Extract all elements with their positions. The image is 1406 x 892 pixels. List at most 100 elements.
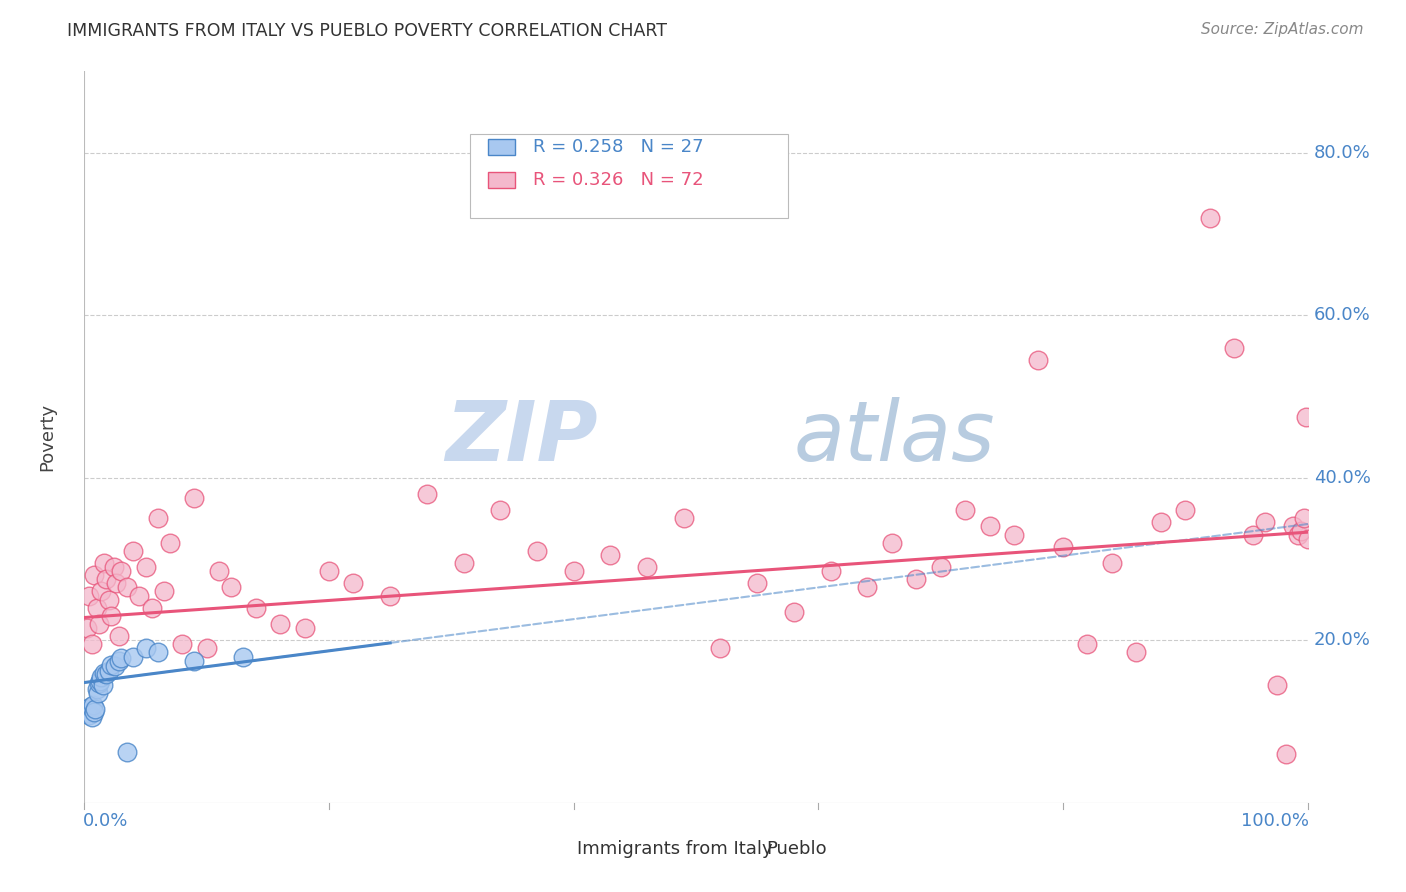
Point (159, 535, 181, 549)
Point (269, 617, 291, 632)
Point (905, 572, 928, 586)
Point (318, 564, 340, 578)
Point (87, 686, 110, 700)
Point (1150, 516, 1173, 530)
Text: 40.0%: 40.0% (1313, 468, 1371, 487)
Point (87, 675, 110, 690)
Point (219, 581, 242, 595)
Text: Source: ZipAtlas.com: Source: ZipAtlas.com (1201, 22, 1364, 37)
Text: 20.0%: 20.0% (1313, 632, 1371, 649)
Point (153, 584, 176, 599)
Point (1296, 532, 1319, 546)
Point (1101, 556, 1123, 570)
Point (86, 600, 108, 615)
Point (135, 641, 157, 656)
Point (342, 576, 364, 591)
Point (80, 710, 103, 724)
Text: 100.0%: 100.0% (1241, 812, 1309, 830)
Point (83, 705, 105, 719)
Point (96, 667, 118, 681)
Point (636, 560, 658, 574)
Bar (550, 842, 565, 855)
Point (90, 670, 112, 684)
Point (1223, 341, 1246, 355)
Point (77, 589, 100, 603)
Point (1265, 678, 1288, 692)
Point (97, 664, 120, 678)
Point (97, 592, 120, 607)
Text: R = 0.258   N = 27: R = 0.258 N = 27 (533, 138, 704, 156)
Point (100, 608, 122, 623)
Point (1198, 211, 1220, 225)
Point (1254, 516, 1277, 530)
Point (1291, 524, 1313, 538)
Point (232, 649, 254, 664)
Point (100, 657, 122, 672)
Point (77, 708, 100, 723)
Point (245, 600, 267, 615)
Point (172, 637, 194, 651)
Point (146, 645, 169, 659)
Point (104, 659, 127, 673)
Point (77, 706, 100, 721)
Point (856, 581, 879, 595)
Point (105, 576, 128, 591)
Point (380, 589, 402, 603)
Point (96, 572, 118, 586)
Point (1174, 503, 1197, 517)
Point (1076, 637, 1098, 651)
Point (122, 649, 145, 664)
Point (87, 617, 110, 632)
Point (1286, 527, 1309, 541)
Point (82, 698, 104, 713)
Text: 0.0%: 0.0% (83, 812, 128, 830)
Point (783, 605, 806, 619)
Point (416, 487, 439, 501)
Point (1282, 519, 1305, 533)
Point (115, 581, 138, 595)
Point (76, 702, 98, 716)
Point (79, 699, 101, 714)
Point (84, 702, 107, 716)
Point (141, 600, 163, 615)
Point (953, 503, 976, 517)
Point (709, 641, 731, 656)
Point (208, 564, 231, 578)
Point (1292, 511, 1315, 525)
Bar (488, 172, 515, 188)
Point (90, 584, 112, 599)
Point (107, 654, 129, 668)
Bar (738, 842, 754, 855)
Point (80, 637, 103, 651)
Point (929, 560, 952, 574)
Point (91, 678, 114, 692)
Point (526, 544, 548, 558)
Point (115, 746, 138, 760)
Point (195, 641, 218, 656)
Text: Immigrants from Italy: Immigrants from Italy (576, 840, 772, 858)
Point (107, 629, 129, 643)
Point (146, 511, 169, 525)
Point (76, 621, 98, 635)
Point (183, 491, 205, 505)
Point (453, 556, 475, 570)
Point (1002, 527, 1025, 541)
Point (83, 568, 105, 582)
Text: 80.0%: 80.0% (1313, 144, 1371, 161)
Point (135, 560, 157, 574)
Point (183, 654, 205, 668)
Point (128, 589, 150, 603)
Bar (488, 139, 515, 155)
Text: R = 0.326   N = 72: R = 0.326 N = 72 (533, 171, 704, 189)
Point (489, 503, 512, 517)
Point (110, 564, 132, 578)
Point (1028, 352, 1050, 367)
Text: IMMIGRANTS FROM ITALY VS PUEBLO POVERTY CORRELATION CHART: IMMIGRANTS FROM ITALY VS PUEBLO POVERTY … (67, 22, 668, 40)
Point (672, 511, 695, 525)
Point (89, 673, 111, 688)
Point (86, 681, 108, 696)
Text: 60.0%: 60.0% (1313, 306, 1371, 324)
Point (1295, 409, 1317, 424)
Text: Poverty: Poverty (38, 403, 56, 471)
Point (880, 535, 903, 549)
